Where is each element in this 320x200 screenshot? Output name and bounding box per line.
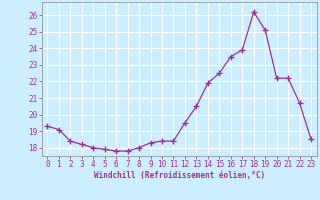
X-axis label: Windchill (Refroidissement éolien,°C): Windchill (Refroidissement éolien,°C) (94, 171, 265, 180)
